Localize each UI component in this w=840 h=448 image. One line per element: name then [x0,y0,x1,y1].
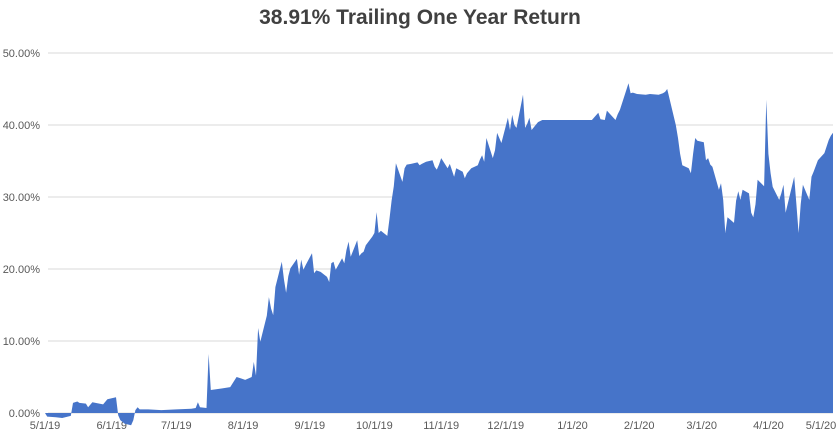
y-tick-label: 40.00% [3,120,41,132]
y-axis-labels: 0.00% 10.00% 20.00% 30.00% 40.00% 50.00% [3,48,41,420]
y-tick-label: 20.00% [3,264,41,276]
x-tick-label: 8/1/19 [228,420,259,432]
x-tick-label: 7/1/19 [161,420,192,432]
x-tick-label: 10/1/19 [356,420,393,432]
x-tick-label: 1/1/20 [557,420,588,432]
x-tick-label: 5/1/20 [806,420,837,432]
x-tick-label: 4/1/20 [753,420,784,432]
chart-title: 38.91% Trailing One Year Return [259,6,581,29]
x-tick-label: 12/1/19 [487,420,524,432]
x-axis-labels: 5/1/19 6/1/19 7/1/19 8/1/19 9/1/19 10/1/19 11/… [30,420,837,432]
x-tick-label: 5/1/19 [30,420,61,432]
x-tick-label: 6/1/19 [96,420,127,432]
y-tick-label: 30.00% [3,192,41,204]
area-series [45,83,833,426]
y-tick-label: 0.00% [9,408,40,420]
x-tick-label: 9/1/19 [295,420,326,432]
area-series-shape [45,83,833,426]
x-tick-label: 2/1/20 [624,420,655,432]
x-tick-label: 11/1/19 [423,420,459,432]
y-tick-label: 10.00% [3,336,41,348]
x-tick-label: 3/1/20 [686,420,717,432]
y-tick-label: 50.00% [3,48,41,60]
